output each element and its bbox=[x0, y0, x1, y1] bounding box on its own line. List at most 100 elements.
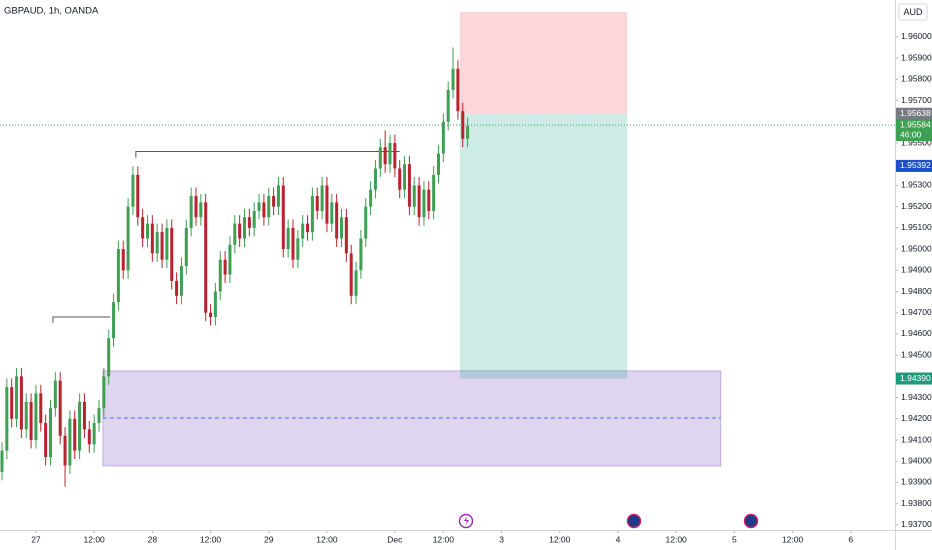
price-tag-box bbox=[896, 372, 932, 385]
candle-body bbox=[189, 196, 193, 228]
candle-body bbox=[48, 408, 52, 458]
candle-body bbox=[87, 429, 91, 445]
y-tick-label: 1.95700 bbox=[901, 95, 932, 105]
candle-body bbox=[218, 259, 222, 292]
x-tick-label: Dec bbox=[387, 534, 403, 544]
level-line bbox=[52, 316, 111, 323]
candle-body bbox=[233, 223, 237, 245]
candle-body bbox=[344, 217, 348, 254]
candle-body bbox=[82, 401, 86, 430]
candle-body bbox=[325, 185, 329, 224]
candle-body bbox=[315, 196, 319, 211]
candle-body bbox=[194, 196, 198, 218]
candle-body bbox=[68, 418, 72, 466]
candle-body bbox=[398, 168, 402, 190]
target-area bbox=[459, 113, 628, 379]
x-tick-label: 6 bbox=[848, 534, 853, 544]
candle-body bbox=[92, 423, 96, 445]
candle-body bbox=[53, 380, 57, 409]
y-tick-label: 1.94300 bbox=[901, 392, 932, 402]
y-tick-label: 1.95100 bbox=[901, 222, 932, 232]
candle-body bbox=[131, 174, 135, 207]
candle-body bbox=[276, 185, 280, 207]
candle-body bbox=[461, 111, 465, 139]
currency-button[interactable] bbox=[898, 3, 928, 21]
candle-body bbox=[223, 259, 227, 275]
x-tick-label: 5 bbox=[732, 534, 737, 544]
y-tick-label: 1.94600 bbox=[901, 328, 932, 338]
event-icon[interactable] bbox=[626, 513, 642, 529]
candle-body bbox=[73, 418, 77, 451]
candle-body bbox=[296, 238, 300, 260]
candle-body bbox=[436, 153, 441, 175]
x-tick-label: 12:00 bbox=[433, 534, 455, 544]
candle-body bbox=[291, 227, 295, 260]
y-tick-label: 1.94200 bbox=[901, 413, 932, 423]
event-icon-glyph bbox=[464, 516, 469, 526]
candle-body bbox=[369, 189, 373, 207]
candle-body bbox=[422, 189, 426, 218]
y-tick-label: 1.96000 bbox=[901, 31, 932, 41]
candle-body bbox=[286, 227, 290, 250]
candle-body bbox=[204, 202, 208, 313]
candle-body bbox=[78, 401, 82, 451]
candle-body bbox=[165, 227, 169, 260]
candle-body bbox=[238, 223, 242, 239]
countdown: 46:00 bbox=[900, 129, 922, 139]
candle-body bbox=[209, 312, 213, 317]
x-tick-label: 12:00 bbox=[200, 534, 222, 544]
event-icon[interactable] bbox=[743, 513, 759, 529]
candle-body bbox=[107, 338, 111, 377]
candle-body bbox=[15, 376, 19, 419]
y-tick-label: 1.93800 bbox=[901, 498, 932, 508]
candle-body bbox=[44, 423, 48, 458]
y-tick-label: 1.94000 bbox=[901, 456, 932, 466]
candle-body bbox=[0, 450, 4, 472]
candle-body bbox=[412, 185, 416, 207]
candle-body bbox=[112, 302, 116, 339]
candle-body bbox=[441, 121, 445, 154]
price-tag-label: 1.95392 bbox=[900, 160, 931, 170]
y-tick-label: 1.93700 bbox=[901, 519, 932, 529]
y-tick-label: 1.95800 bbox=[901, 74, 932, 84]
candle-body bbox=[19, 376, 23, 430]
candle-body bbox=[247, 217, 251, 228]
candle-body bbox=[456, 68, 460, 112]
y-tick-label: 1.94900 bbox=[901, 265, 932, 275]
currency[interactable]: AUD bbox=[903, 7, 923, 17]
candle-body bbox=[160, 232, 164, 260]
candle-body bbox=[272, 196, 276, 207]
candle-body bbox=[432, 174, 436, 211]
candle-body bbox=[427, 189, 431, 211]
y-tick-label: 1.95200 bbox=[901, 201, 932, 211]
candle-body bbox=[301, 223, 305, 239]
candle-body bbox=[199, 202, 203, 218]
candle-body bbox=[466, 126, 470, 139]
candle-body bbox=[213, 291, 217, 317]
candle-body bbox=[121, 249, 125, 271]
price-tag-label: 1.95584 bbox=[900, 119, 931, 129]
candle-body bbox=[354, 270, 358, 296]
candle-body bbox=[281, 185, 285, 250]
candle-body bbox=[155, 232, 159, 254]
candle-body bbox=[228, 244, 232, 275]
candle-body bbox=[359, 238, 363, 271]
candle-body bbox=[179, 266, 183, 296]
candle-body bbox=[242, 217, 247, 239]
candle-body bbox=[257, 202, 261, 211]
price-tag-label: 1.95638 bbox=[900, 108, 931, 118]
candle-body bbox=[145, 223, 149, 239]
candle-body bbox=[364, 206, 368, 239]
candle-body bbox=[378, 147, 382, 169]
candle-body bbox=[306, 223, 310, 233]
candle-body bbox=[388, 143, 392, 165]
candle-body bbox=[335, 202, 339, 239]
candle-body bbox=[267, 196, 271, 218]
candle-body bbox=[310, 196, 314, 233]
x-tick-label: 28 bbox=[148, 534, 158, 544]
x-tick-label: 12:00 bbox=[549, 534, 571, 544]
candle-body bbox=[5, 386, 9, 451]
y-tick-label: 1.94100 bbox=[901, 434, 932, 444]
y-tick-label: 1.95900 bbox=[901, 52, 932, 62]
event-icons bbox=[458, 513, 759, 529]
